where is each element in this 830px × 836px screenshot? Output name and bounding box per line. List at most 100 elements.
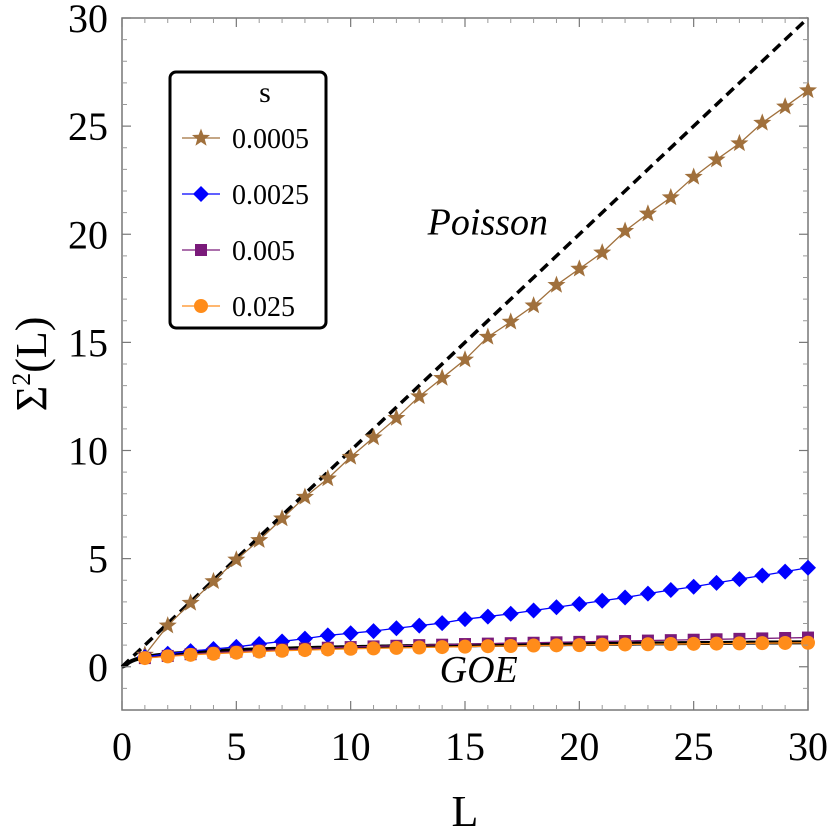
point-0.0005-23 [638, 204, 657, 222]
x-tick-label-0: 0 [112, 724, 132, 769]
point-0.0025-16 [479, 608, 496, 625]
y-tick-label-25: 25 [68, 104, 108, 149]
point-0.0005-27 [730, 133, 749, 152]
x-tick-label-10: 10 [331, 724, 371, 769]
point-0.025-26 [709, 636, 724, 651]
point-0.0005-10 [341, 447, 360, 465]
point-0.0025-10 [342, 625, 359, 642]
point-0.0025-19 [548, 599, 565, 616]
point-0.0005-17 [501, 312, 520, 330]
point-0.025-22 [618, 637, 633, 652]
legend-box [168, 70, 328, 330]
point-0.0025-20 [571, 596, 588, 613]
point-0.0005-8 [295, 487, 314, 505]
point-0.0005-16 [478, 327, 497, 345]
point-0.0005-2 [158, 616, 177, 634]
point-0.0025-14 [434, 615, 451, 632]
point-0.0005-3 [181, 593, 200, 611]
point-0.025-2 [160, 649, 175, 664]
y-tick-label-30: 30 [68, 0, 108, 41]
point-0.0025-9 [319, 627, 336, 644]
y-tick-label-20: 20 [68, 212, 108, 257]
x-tick-label-30: 30 [788, 724, 828, 769]
point-0.025-9 [320, 642, 335, 657]
point-0.0005-19 [547, 275, 566, 293]
series-0.0005 [135, 80, 818, 663]
point-0.025-20 [572, 638, 587, 653]
point-0.0005-24 [661, 187, 680, 206]
point-0.0005-13 [410, 386, 429, 405]
point-0.025-8 [297, 643, 312, 658]
legend-label: 0.005 [232, 236, 295, 267]
point-0.025-7 [275, 643, 290, 658]
axes: 0 5 10 15 20 25 30 0 5 10 15 20 25 30 [68, 0, 828, 769]
point-0.0005-15 [455, 350, 475, 368]
point-0.0005-29 [776, 97, 795, 115]
point-0.025-3 [183, 647, 198, 662]
legend-label: 0.025 [232, 292, 295, 323]
point-0.0005-30 [798, 80, 818, 99]
point-0.025-28 [755, 636, 770, 651]
point-0.025-25 [686, 636, 701, 651]
point-0.0005-11 [364, 428, 383, 446]
point-0.0025-23 [639, 585, 656, 602]
point-0.0005-21 [593, 243, 612, 261]
point-0.0005-20 [570, 259, 589, 277]
point-0.0005-26 [707, 150, 726, 168]
point-0.025-15 [458, 639, 472, 654]
legend-item-0.0005: 0.0005 [182, 124, 309, 155]
point-0.0005-7 [273, 509, 292, 527]
y-axis-title-main: Σ [7, 386, 56, 412]
point-0.0005-14 [433, 368, 452, 386]
series-layer [135, 80, 818, 666]
y-tick-label-15: 15 [68, 320, 108, 365]
point-0.025-29 [778, 635, 793, 650]
legend: s 0.0005 0.0025 0.005 0.025 [168, 70, 328, 330]
point-0.0005-12 [387, 408, 406, 426]
point-0.0025-22 [617, 589, 634, 606]
legend-item-0.005: 0.005 [182, 236, 295, 267]
series-0.025 [137, 635, 815, 666]
annotations: Poisson GOE [427, 201, 548, 691]
point-0.025-4 [206, 646, 221, 661]
y-tick-label-5: 5 [88, 537, 108, 582]
point-0.025-10 [343, 641, 358, 656]
point-0.0025-13 [411, 617, 428, 634]
point-0.025-19 [549, 638, 564, 653]
point-0.025-1 [137, 651, 152, 666]
point-0.0025-15 [457, 611, 473, 628]
point-0.025-12 [389, 640, 404, 655]
point-0.0025-21 [594, 592, 611, 609]
point-0.025-24 [663, 637, 678, 652]
point-0.025-21 [595, 637, 610, 652]
x-tick-label-5: 5 [226, 724, 246, 769]
point-0.0025-18 [525, 602, 542, 619]
point-0.0025-26 [708, 574, 725, 591]
point-0.0025-27 [731, 571, 748, 588]
legend-marker [194, 299, 208, 313]
point-0.0005-4 [204, 571, 223, 590]
y-axis-title-rest: (L) [7, 317, 56, 373]
legend-marker [193, 186, 209, 202]
x-tick-label-25: 25 [674, 724, 714, 769]
point-0.0025-12 [388, 620, 405, 637]
point-0.025-17 [503, 638, 518, 653]
annotation-goe: GOE [440, 649, 518, 691]
point-0.0025-28 [754, 567, 771, 584]
x-axis-title: L [452, 787, 479, 836]
annotation-poisson: Poisson [427, 201, 548, 243]
point-0.025-11 [366, 641, 381, 656]
axis-titles: L Σ2(L) [7, 317, 478, 836]
point-0.0025-29 [777, 563, 794, 580]
legend-label: 0.0025 [232, 180, 309, 211]
point-0.0025-25 [685, 578, 702, 595]
legend-marker [191, 128, 211, 146]
point-0.025-5 [229, 645, 244, 660]
point-0.0005-25 [684, 167, 703, 185]
y-axis-title: Σ2(L) [7, 317, 56, 412]
series-0.0025 [136, 559, 816, 666]
point-0.0025-11 [365, 623, 382, 640]
point-0.025-30 [801, 635, 815, 650]
point-0.0005-9 [318, 469, 337, 487]
point-0.025-18 [526, 638, 541, 653]
